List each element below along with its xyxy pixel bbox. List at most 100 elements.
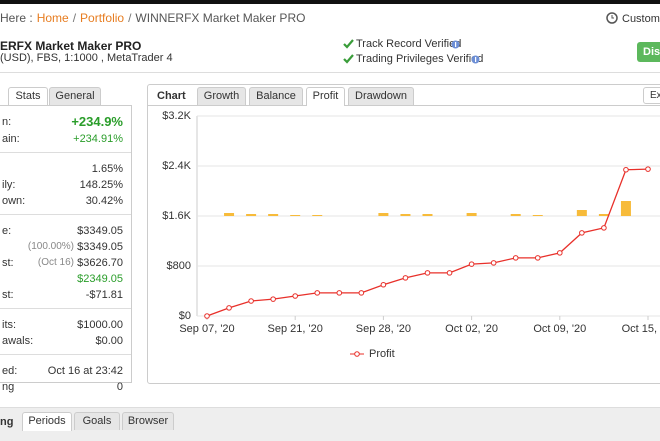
stat-label: own:: [2, 195, 26, 207]
stat-value: 0: [116, 381, 123, 393]
stat-value: $0.00: [95, 335, 123, 347]
chart-tab[interactable]: Balance: [249, 87, 303, 105]
chart-label: Chart: [157, 90, 186, 102]
stat-label: its:: [2, 319, 17, 331]
point: [358, 290, 365, 296]
chart-tab[interactable]: Profit: [306, 87, 345, 106]
breadcrumb-item[interactable]: Portfolio: [80, 11, 125, 25]
point: [336, 290, 343, 296]
verified-item: Track Record Verified: [356, 38, 462, 50]
bar: [422, 214, 433, 216]
y-tick-label: $800: [167, 260, 191, 272]
point: [490, 260, 497, 266]
point: [380, 281, 387, 288]
bar: [400, 214, 411, 216]
separator: [0, 308, 131, 309]
header: [0, 32, 660, 73]
bar: [620, 201, 631, 216]
separator: [0, 152, 131, 153]
action-button[interactable]: Dis: [637, 42, 660, 62]
bar: [466, 213, 477, 216]
bottom-tab[interactable]: Periods: [22, 412, 72, 431]
x-tick-label: Sep 28, '20: [356, 323, 411, 335]
stat-label: ain:: [2, 133, 20, 145]
info-icon[interactable]: [471, 55, 480, 64]
legend-label: Profit: [369, 348, 395, 360]
stat-value: $3626.70: [77, 257, 123, 269]
bar: [510, 214, 521, 216]
point: [645, 166, 651, 172]
point: [623, 166, 629, 173]
x-tick-label: Oct 15, '20: [622, 323, 660, 335]
point: [248, 298, 254, 304]
verified-item: Trading Privileges Verified: [356, 53, 484, 65]
account-subtitle: (USD), FBS, 1:1000 , MetaTrader 4: [0, 52, 173, 64]
stat-label: st:: [2, 289, 14, 301]
bar: [312, 215, 323, 216]
stat-label: ng: [2, 381, 15, 393]
chart-tab[interactable]: Growth: [197, 87, 246, 105]
point: [446, 270, 453, 276]
chart-panel: [147, 84, 660, 384]
x-tick-label: Oct 02, '20: [445, 323, 498, 335]
bottom-label: ng: [0, 416, 14, 428]
top-bar: [0, 0, 660, 4]
breadcrumb-prefix: Here :: [0, 11, 33, 25]
stat-label: n:: [2, 116, 12, 128]
bar: [532, 215, 543, 216]
stats-tab[interactable]: Stats: [8, 87, 48, 106]
breadcrumb-item[interactable]: Home: [36, 11, 69, 25]
y-tick-label: $1.6K: [162, 210, 191, 222]
check-icon: [343, 54, 354, 64]
custom-link[interactable]: Custom A: [622, 13, 660, 25]
stat-value: $3349.05: [77, 241, 123, 253]
stat-value: 30.42%: [85, 195, 123, 207]
breadcrumb-separator: /: [128, 11, 132, 25]
point: [512, 255, 519, 261]
separator: [0, 214, 131, 215]
bar: [224, 213, 235, 216]
bar: [246, 214, 257, 216]
x-tick-label: Oct 09, '20: [533, 323, 586, 335]
chart-tab[interactable]: Drawdown: [348, 87, 414, 105]
legend-marker: [354, 351, 360, 357]
point: [226, 305, 232, 311]
general-tab[interactable]: General: [49, 87, 101, 105]
y-tick-label: $3.2K: [162, 110, 191, 122]
stat-label: e:: [2, 225, 12, 237]
x-tick-label: Sep 21, '20: [268, 323, 323, 335]
point: [557, 250, 563, 256]
bottom-tab[interactable]: Browser: [122, 412, 174, 430]
point: [314, 290, 321, 296]
stat-note: (100.00%): [27, 241, 74, 252]
point: [204, 313, 210, 319]
breadcrumb: Here : Home / Portfolio / WINNERFX Market Mak…: [0, 11, 309, 25]
stat-value: Oct 16 at 23:42: [47, 365, 123, 377]
stat-label: ily:: [2, 179, 16, 191]
line: [206, 168, 649, 317]
stat-value: $3349.05: [77, 225, 123, 237]
account-title: ERFX Market Maker PRO: [0, 39, 142, 53]
stat-note: (Oct 16): [37, 257, 74, 268]
stat-label: st:: [2, 257, 14, 269]
stat-value: -$71.81: [85, 289, 123, 301]
point: [601, 225, 607, 231]
bar: [378, 213, 389, 216]
bar: [290, 215, 301, 216]
stat-value: +234.91%: [73, 133, 123, 145]
bar: [268, 214, 279, 216]
stat-value: +234.9%: [71, 114, 123, 129]
x-tick-label: Sep 07, '20: [179, 323, 234, 335]
stat-label: ed:: [2, 365, 18, 377]
stat-value: 1.65%: [91, 163, 123, 175]
clock-icon: [606, 12, 618, 24]
stat-value: $2349.05: [77, 273, 123, 285]
bottom-tab[interactable]: Goals: [74, 412, 120, 430]
export-button[interactable]: Ex: [643, 87, 660, 104]
tab-line: [148, 105, 660, 106]
info-icon[interactable]: [451, 40, 460, 49]
point: [270, 296, 276, 302]
y-tick-label: $0: [179, 310, 191, 322]
